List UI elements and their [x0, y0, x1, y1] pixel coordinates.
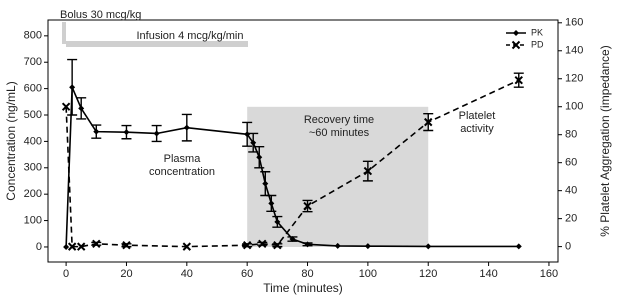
- marker: [258, 239, 267, 249]
- x-tick-label: 120: [419, 268, 437, 280]
- marker: [63, 243, 70, 250]
- x-tick-label: 60: [241, 268, 253, 280]
- x-tick-label: 80: [301, 268, 313, 280]
- marker: [153, 130, 160, 137]
- legend-label: PD: [531, 39, 544, 49]
- x-tick-label: 0: [63, 268, 69, 280]
- annotation: ~60 minutes: [309, 127, 370, 139]
- legend-label: PK: [531, 27, 543, 37]
- y2-tick-label: 160: [565, 17, 583, 29]
- y2-tick-label: 80: [565, 129, 577, 141]
- y-tick-label: 800: [24, 30, 42, 42]
- y2-tick-label: 140: [565, 45, 583, 57]
- y-tick-label: 700: [24, 56, 42, 68]
- marker: [256, 154, 263, 161]
- annotation: Plasma: [164, 153, 202, 165]
- marker: [334, 242, 341, 249]
- marker: [242, 241, 252, 250]
- y2-tick-label: 40: [565, 185, 577, 197]
- y2-tick-label: 100: [565, 101, 583, 113]
- legend-marker: [511, 40, 521, 50]
- y-axis-title: Concentration (ng/mL): [4, 81, 18, 200]
- x-tick-label: 160: [540, 268, 558, 280]
- marker: [67, 242, 77, 251]
- marker: [364, 243, 371, 250]
- marker: [78, 105, 85, 112]
- marker: [93, 128, 100, 135]
- marker: [425, 243, 432, 250]
- infusion-bar: [66, 41, 248, 47]
- y-tick-label: 600: [24, 83, 42, 95]
- y2-axis-title: % Platelet Aggregation (impedance): [598, 45, 612, 236]
- x-tick-label: 140: [479, 268, 497, 280]
- marker: [250, 139, 257, 146]
- y-tick-label: 100: [24, 214, 42, 226]
- y-tick-label: 200: [24, 188, 42, 200]
- marker: [183, 124, 190, 131]
- annotation: Infusion 4 mcg/kg/min: [137, 30, 244, 42]
- y-tick-label: 300: [24, 162, 42, 174]
- annotation: Recovery time: [304, 114, 374, 126]
- marker: [182, 242, 192, 251]
- marker: [424, 117, 433, 127]
- marker: [274, 218, 281, 225]
- x-tick-label: 20: [120, 268, 132, 280]
- marker: [92, 239, 101, 249]
- y-tick-label: 400: [24, 135, 42, 147]
- marker: [514, 75, 523, 85]
- x-axis-title: Time (minutes): [263, 281, 343, 295]
- marker: [244, 131, 251, 138]
- marker: [262, 180, 269, 187]
- marker: [289, 236, 296, 243]
- marker: [268, 200, 275, 207]
- annotation: concentration: [149, 166, 215, 178]
- y-tick-label: 0: [36, 241, 42, 253]
- marker: [76, 242, 86, 251]
- marker: [122, 241, 131, 250]
- annotation: Platelet: [459, 110, 496, 122]
- y2-tick-label: 60: [565, 157, 577, 169]
- x-tick-label: 40: [181, 268, 193, 280]
- marker: [69, 84, 76, 91]
- marker: [304, 241, 311, 248]
- marker: [123, 129, 130, 136]
- marker: [515, 243, 522, 250]
- bolus-bar: [62, 22, 66, 44]
- y2-tick-label: 120: [565, 73, 583, 85]
- annotation: Bolus 30 mcg/kg: [60, 9, 141, 21]
- legend-marker: [513, 30, 519, 36]
- marker: [363, 166, 373, 176]
- marker: [303, 201, 312, 211]
- x-tick-label: 100: [359, 268, 377, 280]
- marker: [61, 102, 71, 111]
- annotation: activity: [460, 123, 494, 135]
- y2-tick-label: 0: [565, 241, 571, 253]
- y-tick-label: 500: [24, 109, 42, 121]
- y2-tick-label: 20: [565, 213, 577, 225]
- marker: [273, 241, 282, 250]
